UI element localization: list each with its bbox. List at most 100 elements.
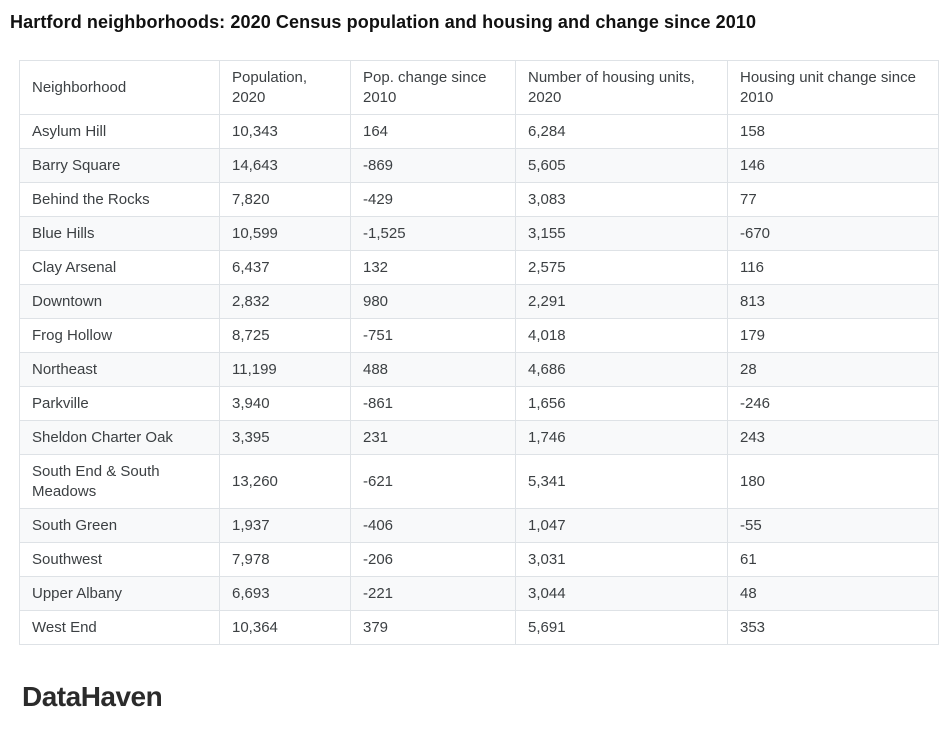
cell-neighborhood: Blue Hills [19, 216, 220, 251]
table-row: Northeast 11,199 488 4,686 28 [19, 352, 939, 387]
cell-neighborhood: Downtown [19, 284, 220, 319]
cell-pop-change: -861 [350, 386, 516, 421]
cell-population: 10,599 [219, 216, 351, 251]
cell-housing-change: 353 [727, 610, 939, 645]
cell-neighborhood: South End & South Meadows [19, 454, 220, 509]
cell-pop-change: 980 [350, 284, 516, 319]
datahaven-logo: DataHaven [22, 681, 163, 712]
cell-neighborhood: Asylum Hill [19, 114, 220, 149]
cell-pop-change: 164 [350, 114, 516, 149]
cell-housing-units: 3,155 [515, 216, 728, 251]
cell-housing-change: 179 [727, 318, 939, 353]
cell-pop-change: 231 [350, 420, 516, 455]
cell-population: 7,820 [219, 182, 351, 217]
page-title: Hartford neighborhoods: 2020 Census popu… [10, 12, 757, 32]
column-header-population-2020: Population, 2020 [219, 60, 351, 115]
table-row: West End 10,364 379 5,691 353 [19, 610, 939, 645]
cell-neighborhood: West End [19, 610, 220, 645]
cell-housing-change: -55 [727, 508, 939, 543]
cell-housing-change: 243 [727, 420, 939, 455]
table-body: Asylum Hill 10,343 164 6,284 158 Barry S… [19, 114, 939, 645]
cell-pop-change: -206 [350, 542, 516, 577]
cell-housing-units: 1,746 [515, 420, 728, 455]
table-row: Blue Hills 10,599 -1,525 3,155 -670 [19, 216, 939, 251]
cell-housing-units: 3,044 [515, 576, 728, 611]
cell-pop-change: -406 [350, 508, 516, 543]
cell-population: 2,832 [219, 284, 351, 319]
cell-population: 7,978 [219, 542, 351, 577]
cell-neighborhood: Northeast [19, 352, 220, 387]
cell-population: 1,937 [219, 508, 351, 543]
table-row: Southwest 7,978 -206 3,031 61 [19, 542, 939, 577]
column-header-neighborhood: Neighborhood [19, 60, 220, 115]
column-header-pop-change: Pop. change since 2010 [350, 60, 516, 115]
column-header-housing-units-2020: Number of housing units, 2020 [515, 60, 728, 115]
cell-population: 3,395 [219, 420, 351, 455]
cell-population: 6,437 [219, 250, 351, 285]
cell-pop-change: -221 [350, 576, 516, 611]
table-row: South End & South Meadows 13,260 -621 5,… [19, 454, 939, 509]
table-row: Barry Square 14,643 -869 5,605 146 [19, 148, 939, 183]
cell-housing-change: 158 [727, 114, 939, 149]
cell-neighborhood: Upper Albany [19, 576, 220, 611]
cell-housing-change: 48 [727, 576, 939, 611]
cell-housing-change: 180 [727, 454, 939, 509]
cell-neighborhood: Behind the Rocks [19, 182, 220, 217]
cell-neighborhood: Clay Arsenal [19, 250, 220, 285]
cell-pop-change: -429 [350, 182, 516, 217]
table-row: Sheldon Charter Oak 3,395 231 1,746 243 [19, 420, 939, 455]
cell-housing-change: -670 [727, 216, 939, 251]
census-table: Neighborhood Population, 2020 Pop. chang… [19, 60, 939, 645]
cell-housing-units: 5,691 [515, 610, 728, 645]
table-row: South Green 1,937 -406 1,047 -55 [19, 508, 939, 543]
header-row: Neighborhood Population, 2020 Pop. chang… [19, 60, 939, 115]
cell-housing-units: 4,018 [515, 318, 728, 353]
cell-pop-change: -1,525 [350, 216, 516, 251]
cell-housing-units: 5,341 [515, 454, 728, 509]
cell-neighborhood: South Green [19, 508, 220, 543]
table-row: Parkville 3,940 -861 1,656 -246 [19, 386, 939, 421]
cell-housing-change: 116 [727, 250, 939, 285]
cell-housing-change: 146 [727, 148, 939, 183]
cell-pop-change: -751 [350, 318, 516, 353]
table-row: Clay Arsenal 6,437 132 2,575 116 [19, 250, 939, 285]
cell-housing-units: 2,291 [515, 284, 728, 319]
cell-housing-change: 813 [727, 284, 939, 319]
cell-housing-change: -246 [727, 386, 939, 421]
cell-housing-units: 5,605 [515, 148, 728, 183]
cell-population: 11,199 [219, 352, 351, 387]
table-row: Frog Hollow 8,725 -751 4,018 179 [19, 318, 939, 353]
cell-pop-change: 132 [350, 250, 516, 285]
cell-population: 13,260 [219, 454, 351, 509]
cell-housing-change: 28 [727, 352, 939, 387]
cell-neighborhood: Barry Square [19, 148, 220, 183]
table-header: Neighborhood Population, 2020 Pop. chang… [19, 60, 939, 115]
table-row: Downtown 2,832 980 2,291 813 [19, 284, 939, 319]
cell-neighborhood: Sheldon Charter Oak [19, 420, 220, 455]
cell-housing-units: 6,284 [515, 114, 728, 149]
cell-pop-change: 488 [350, 352, 516, 387]
cell-housing-units: 3,083 [515, 182, 728, 217]
cell-population: 8,725 [219, 318, 351, 353]
cell-population: 14,643 [219, 148, 351, 183]
cell-pop-change: -621 [350, 454, 516, 509]
cell-housing-change: 61 [727, 542, 939, 577]
cell-neighborhood: Southwest [19, 542, 220, 577]
cell-population: 10,364 [219, 610, 351, 645]
cell-housing-units: 1,047 [515, 508, 728, 543]
cell-neighborhood: Frog Hollow [19, 318, 220, 353]
cell-population: 6,693 [219, 576, 351, 611]
cell-population: 3,940 [219, 386, 351, 421]
table-row: Asylum Hill 10,343 164 6,284 158 [19, 114, 939, 149]
cell-neighborhood: Parkville [19, 386, 220, 421]
cell-housing-units: 4,686 [515, 352, 728, 387]
cell-pop-change: -869 [350, 148, 516, 183]
table-row: Behind the Rocks 7,820 -429 3,083 77 [19, 182, 939, 217]
cell-population: 10,343 [219, 114, 351, 149]
cell-housing-units: 1,656 [515, 386, 728, 421]
table-row: Upper Albany 6,693 -221 3,044 48 [19, 576, 939, 611]
cell-housing-units: 2,575 [515, 250, 728, 285]
cell-housing-change: 77 [727, 182, 939, 217]
cell-housing-units: 3,031 [515, 542, 728, 577]
column-header-housing-change: Housing unit change since 2010 [727, 60, 939, 115]
